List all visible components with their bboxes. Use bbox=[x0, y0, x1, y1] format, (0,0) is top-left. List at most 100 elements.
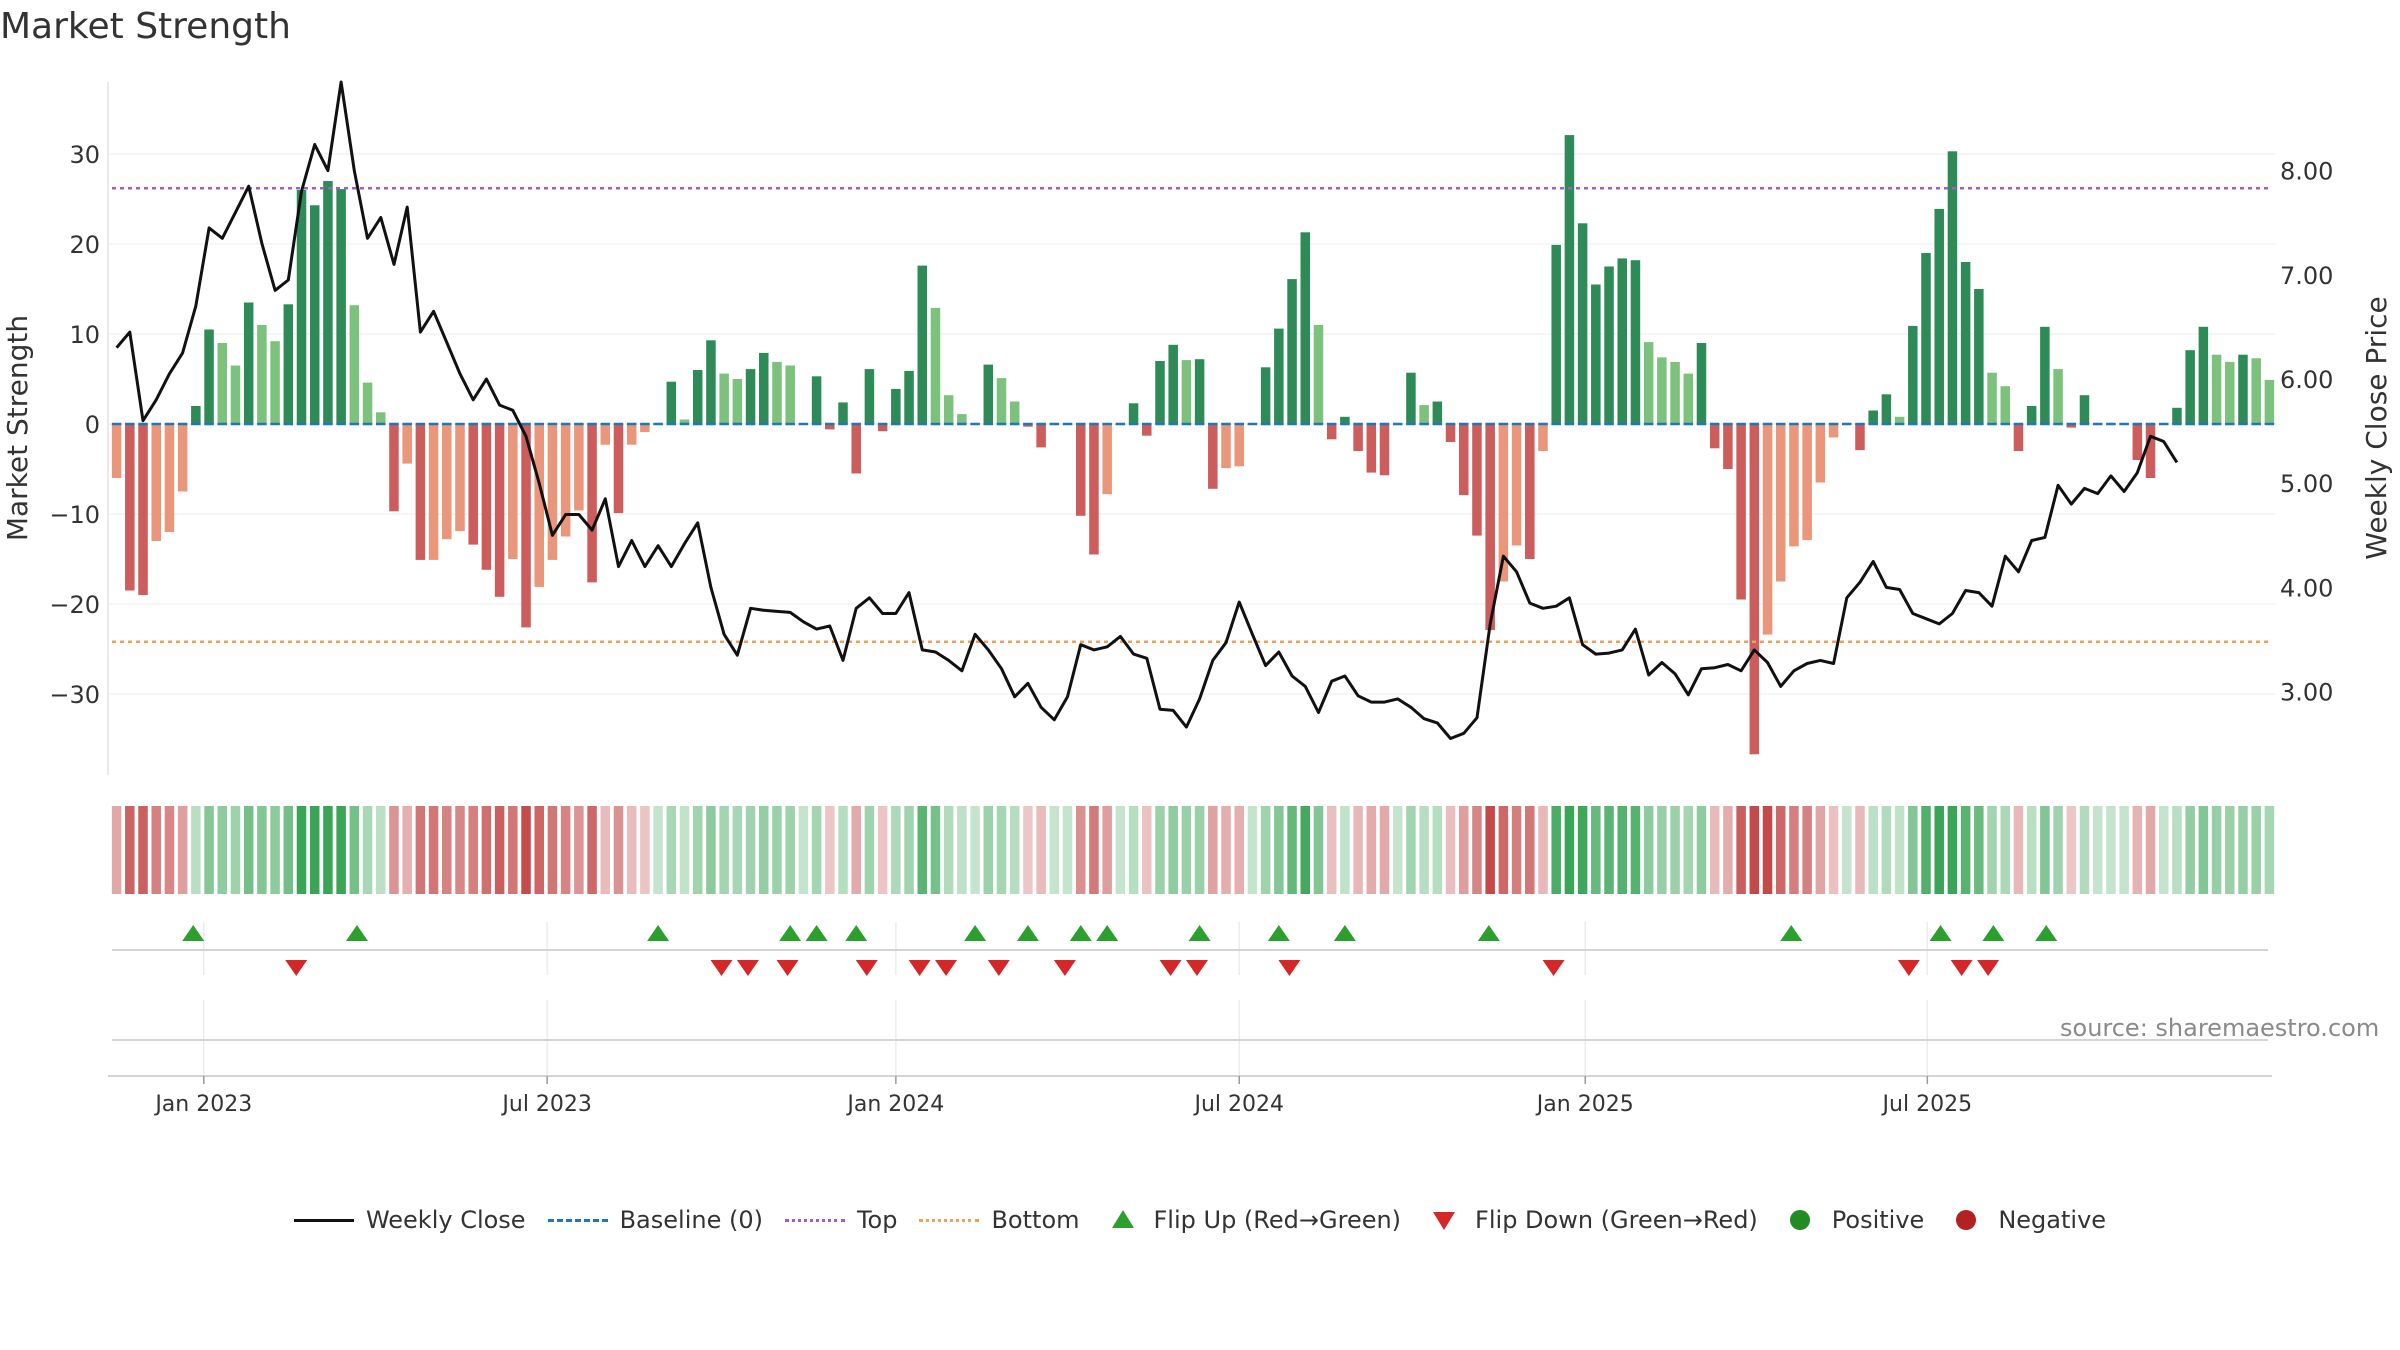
strength-bar bbox=[428, 424, 439, 560]
legend-label-negative: Negative bbox=[1998, 1206, 2107, 1234]
heat-strip-cell bbox=[389, 806, 399, 894]
strength-bar bbox=[666, 381, 677, 424]
heat-strip-cell bbox=[891, 806, 901, 894]
legend-item-negative: Negative bbox=[1946, 1206, 2106, 1234]
heat-strip-cell bbox=[983, 806, 994, 894]
heat-strip-cell bbox=[745, 806, 756, 894]
flip-up-marker bbox=[1929, 925, 1952, 941]
y-tick-label: 10 bbox=[69, 321, 100, 349]
y-tick-label: −20 bbox=[49, 591, 100, 619]
heat-strip-cell bbox=[1498, 806, 1509, 894]
strength-bar bbox=[930, 307, 941, 424]
legend-item-baseline: Baseline (0) bbox=[547, 1206, 763, 1234]
strength-bar bbox=[191, 406, 201, 424]
heat-strip-cell bbox=[468, 806, 478, 894]
strength-bar bbox=[1313, 325, 1324, 424]
strength-bar bbox=[138, 424, 148, 595]
legend-label-flip-down: Flip Down (Green→Red) bbox=[1475, 1206, 1758, 1234]
heat-strip-cell bbox=[2000, 806, 2011, 894]
heat-strip-cell bbox=[1577, 806, 1588, 894]
heat-strip-cell bbox=[864, 806, 875, 894]
strength-bar bbox=[1617, 258, 1627, 424]
y-tick-label: 0 bbox=[85, 411, 100, 439]
strength-bar bbox=[983, 364, 994, 424]
strength-bar bbox=[1987, 372, 1997, 424]
strength-bar bbox=[1538, 424, 1548, 451]
strength-bar bbox=[600, 424, 611, 445]
strength-bar bbox=[1789, 424, 1799, 547]
flip-up-marker bbox=[805, 925, 828, 941]
strength-bar bbox=[838, 402, 848, 424]
heat-strip-cell bbox=[349, 806, 360, 894]
flip-up-marker bbox=[647, 925, 670, 941]
strength-bar bbox=[164, 424, 175, 532]
heat-strip-cell bbox=[930, 806, 941, 894]
heat-strip-cell bbox=[2053, 806, 2063, 894]
heat-strip-cell bbox=[1458, 806, 1469, 894]
y-axis-label: Market Strength bbox=[1, 315, 34, 541]
heat-strip-cell bbox=[851, 806, 861, 894]
heat-strip-cell bbox=[1379, 806, 1390, 894]
strength-bar bbox=[336, 189, 346, 424]
strength-bar bbox=[2079, 395, 2090, 424]
flip-up-marker bbox=[964, 925, 987, 941]
flip-up-marker bbox=[1096, 925, 1119, 941]
heat-strip-cell bbox=[811, 806, 822, 894]
heat-strip-cell bbox=[217, 806, 228, 894]
heat-strip-cell bbox=[362, 806, 373, 894]
legend-item-positive: Positive bbox=[1780, 1206, 1924, 1234]
heat-strip-cell bbox=[2211, 806, 2222, 894]
strength-bar bbox=[1419, 405, 1429, 424]
heat-strip-cell bbox=[2132, 806, 2143, 894]
heat-strip-cell bbox=[1287, 806, 1297, 894]
heat-strip-cell bbox=[1842, 806, 1852, 894]
strength-bar bbox=[389, 424, 399, 512]
legend-label-close: Weekly Close bbox=[365, 1206, 526, 1234]
heat-strip-cell bbox=[970, 806, 980, 894]
heat-strip-cell bbox=[494, 806, 505, 894]
strength-bar bbox=[2238, 354, 2248, 424]
heat-strip-cell bbox=[1538, 806, 1548, 894]
strength-bar bbox=[1379, 424, 1390, 476]
heat-strip-cell bbox=[1340, 806, 1350, 894]
strength-bar bbox=[1947, 151, 1958, 425]
heat-strip-cell bbox=[692, 806, 703, 894]
x-tick-label: Jan 2024 bbox=[845, 1092, 944, 1117]
positive-dot-icon bbox=[1780, 1208, 1820, 1232]
strength-bar bbox=[626, 424, 637, 445]
strength-bar bbox=[692, 370, 703, 424]
y2-tick-label: 7.00 bbox=[2280, 262, 2333, 290]
strength-bar bbox=[1868, 410, 1878, 424]
strength-bar bbox=[362, 382, 373, 424]
heat-strip-cell bbox=[1511, 806, 1522, 894]
heat-strip-cell bbox=[1049, 806, 1060, 894]
strength-bar bbox=[1181, 360, 1192, 424]
x-tick-label: Jul 2025 bbox=[1881, 1092, 1973, 1117]
legend-dotted-line-icon bbox=[919, 1208, 980, 1232]
strength-bar bbox=[785, 365, 795, 424]
flip-up-marker bbox=[345, 925, 368, 941]
strength-bar bbox=[640, 424, 650, 433]
heat-strip-cell bbox=[1115, 806, 1126, 894]
negative-dot-icon bbox=[1946, 1208, 1986, 1232]
strength-bar bbox=[2066, 424, 2077, 428]
heat-strip-cell bbox=[191, 806, 201, 894]
strength-bar bbox=[204, 329, 214, 424]
flip-down-marker bbox=[1053, 960, 1076, 976]
strength-bar bbox=[2185, 350, 2195, 424]
legend-label-bottom: Bottom bbox=[991, 1206, 1080, 1234]
strength-bar bbox=[1287, 279, 1297, 424]
heat-strip-cell bbox=[2172, 806, 2182, 894]
strength-bar bbox=[349, 305, 360, 424]
strength-bar bbox=[323, 181, 333, 424]
strength-bar bbox=[1525, 424, 1535, 559]
strength-bar bbox=[1142, 424, 1152, 436]
strength-bar bbox=[719, 373, 729, 424]
strength-bar bbox=[1551, 244, 1561, 424]
heat-strip-cell bbox=[1683, 806, 1694, 894]
strength-bar bbox=[1208, 424, 1218, 489]
heat-strip-cell bbox=[785, 806, 795, 894]
flip-up-marker bbox=[1069, 925, 1092, 941]
flip-up-marker bbox=[1982, 925, 2005, 941]
strength-bar bbox=[2013, 424, 2024, 451]
